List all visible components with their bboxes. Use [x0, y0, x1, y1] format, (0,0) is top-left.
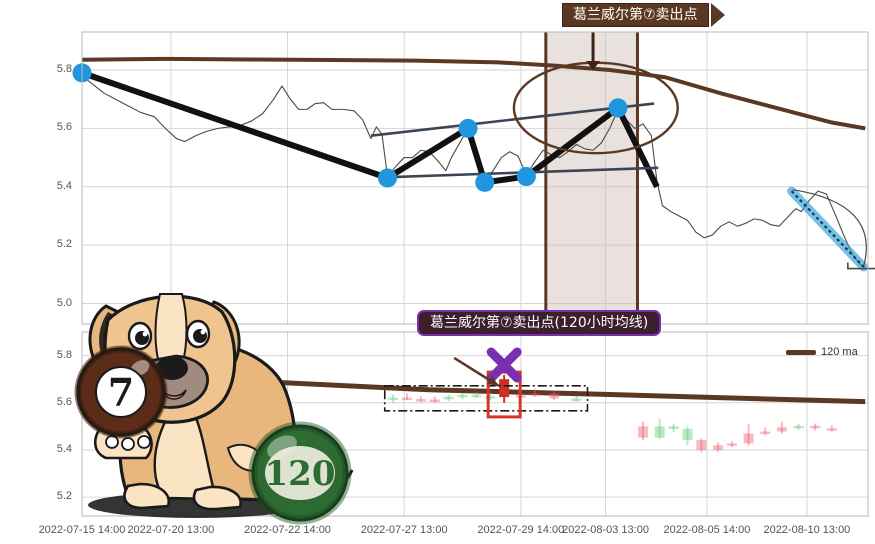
- y-tick-lower: 5.2: [56, 490, 72, 503]
- legend: 120 ma: [786, 341, 868, 363]
- y-tick-upper: 5.4: [56, 179, 72, 192]
- dog-blaze: [154, 293, 188, 367]
- y-tick-upper: 5.2: [56, 238, 72, 251]
- ma-sell-point-banner-label: 葛兰威尔第⑦卖出点(120小时均线): [430, 315, 649, 331]
- x-tick-label: 2022-08-05 14:00: [663, 524, 751, 536]
- x-tick-label: 2022-07-15 14:00: [38, 524, 126, 536]
- dog-front-foot: [192, 485, 242, 511]
- legend-swatch-120ma: [786, 349, 816, 355]
- billiard-ball-120-rim: [248, 421, 352, 525]
- x-tick-label: 2022-07-22 14:00: [244, 524, 331, 536]
- ma-sell-point-banner[interactable]: 葛兰威尔第⑦卖出点(120小时均线): [417, 310, 662, 336]
- sell-point-banner-label: 葛兰威尔第⑦卖出点: [573, 7, 698, 23]
- legend-label-120ma: 120 ma: [821, 346, 858, 358]
- dog-nose: [156, 356, 188, 380]
- billiard-ball-120-number: 120: [265, 454, 336, 494]
- billiard-ball-7-rim: [74, 345, 168, 439]
- sell-point-banner-arrow-icon: [711, 3, 725, 27]
- billiard-ball-7-disc: [95, 366, 147, 418]
- y-tick-upper: 5.6: [56, 121, 72, 134]
- dog-rear-foot: [123, 482, 171, 510]
- x-tick-label: 2022-07-20 13:00: [127, 524, 215, 536]
- candlestick-series: [234, 374, 866, 453]
- x-tick-label: 2022-07-29 14:00: [477, 524, 565, 536]
- swing-point-markers[interactable]: [72, 63, 628, 192]
- dog-tongue: [161, 389, 187, 400]
- x-tick-label: 2022-08-03 13:00: [562, 524, 649, 536]
- overlay-shapes: [512, 32, 875, 270]
- billiard-ball-7-number: 7: [108, 370, 134, 415]
- x-tick-label: 2022-08-10 13:00: [763, 524, 851, 536]
- dog-paw-toe-3: [137, 435, 151, 449]
- billiard-ball-120-disc: [265, 446, 335, 500]
- lower-panel-shapes: [383, 347, 589, 419]
- y-tick-lower: 5.6: [56, 395, 72, 408]
- x-tick-label: 2022-07-27 13:00: [360, 524, 448, 536]
- y-tick-upper: 5.0: [56, 296, 72, 309]
- y-tick-upper: 5.8: [56, 62, 72, 75]
- dog-eye-glint-right: [200, 329, 206, 335]
- dog-paw-toe-2: [121, 437, 135, 451]
- dog-eye-glint-left: [142, 331, 148, 337]
- y-tick-lower: 5.8: [56, 348, 72, 361]
- highlight-band: [544, 32, 639, 324]
- y-tick-lower: 5.4: [56, 442, 72, 455]
- sell-point-banner[interactable]: 葛兰威尔第⑦卖出点: [562, 3, 709, 27]
